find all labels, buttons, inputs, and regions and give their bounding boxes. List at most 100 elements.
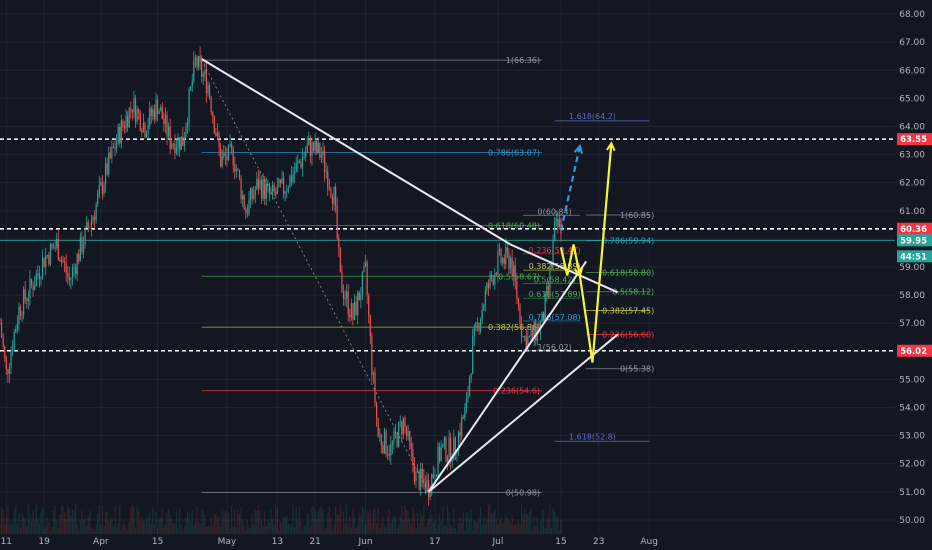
candle-body [54,247,56,249]
volume-bar [470,509,472,534]
candle-body [479,320,482,332]
candle-body [152,109,154,117]
volume-bar [238,513,241,534]
volume-bar [429,510,431,534]
volume-bar [366,511,368,534]
price-tick-label: 66.00 [899,66,925,76]
volume-bar [461,522,463,534]
candle-body [84,227,86,246]
candle-body [264,178,266,199]
volume-bar [459,518,461,534]
candle-body [453,437,455,461]
candle-body [108,152,110,175]
projection-path [578,143,613,363]
candle-body [123,126,126,129]
candle-body [368,295,370,316]
candle-body [502,258,504,263]
candle-body [379,434,381,437]
time-tick-label: Jul [491,537,503,547]
candle-body [355,301,357,316]
volume-bar [407,511,409,534]
fib-main-label: 1(66.36) [506,56,540,65]
volume-bar [111,516,113,534]
candle-body [104,163,107,185]
volume-bar [473,520,475,534]
volume-bar [120,528,122,534]
candle-body [374,372,376,403]
candle-body [531,329,534,338]
volume-bar [251,513,253,534]
volume-bar [335,506,337,534]
volume-bar [472,529,474,534]
volume-bar [79,519,81,534]
volume-bar [237,508,239,534]
volume-bar [431,515,433,534]
volume-bar [341,529,343,534]
volume-bar [456,529,458,534]
candle-body [503,258,505,264]
volume-bar [287,523,289,534]
candle-body [308,137,310,146]
candle-body [305,152,307,157]
candle-body [257,178,260,189]
candle-body [558,219,560,227]
volume-bar [123,524,126,534]
volume-bar [196,506,198,534]
price-tick-label: 67.00 [899,38,925,48]
volume-bar [197,521,200,534]
candle-body [245,208,247,214]
time-tick-label: 23 [593,537,604,547]
volume-bar [311,507,313,534]
volume-bar [306,513,308,534]
candle-body [487,283,490,288]
volume-bar [262,525,264,534]
candle-body [89,227,91,229]
candle-body [100,182,102,186]
volume-bar [275,505,277,534]
volume-bar [369,509,371,534]
fib-inner-label: 1(56.02) [538,343,572,352]
volume-bar [76,525,78,534]
candle-body [461,417,463,437]
candle-body [57,239,59,260]
candle-body [251,188,253,199]
candle-body [546,286,548,295]
candle-body [149,108,151,126]
volume-bar [270,509,272,534]
candle-body [524,335,526,337]
volume-bar [391,517,393,534]
fib-inner-label: 0.5(58.42) [534,275,576,284]
volume-bar [191,509,193,534]
candle-body [454,437,456,453]
candle-body [320,155,323,158]
candle-body [366,262,368,296]
volume-bar [27,504,29,534]
volume-bar [144,521,146,534]
candle-body [516,281,518,299]
volume-bar [492,512,494,534]
candle-body [109,152,111,159]
volume-bar [210,517,212,534]
volume-bar [169,514,171,534]
volume-bar [509,522,512,534]
volume-bar [328,506,330,534]
volume-bar [478,516,480,534]
volume-bar [560,520,562,534]
candle-body [451,460,453,462]
volume-bar [78,529,80,534]
volume-bar [327,513,329,534]
candle-body [139,112,141,131]
volume-bar [73,511,75,534]
fib-main-label: 0.382(56.86) [488,323,540,332]
candle-body [125,115,127,129]
volume-bar [432,522,434,534]
candle-body [527,336,529,350]
volume-bar [87,516,89,534]
volume-bar [294,526,296,534]
volume-bar [409,519,411,534]
volume-bar [462,512,464,534]
volume-bar [454,528,456,534]
volume-bar [415,529,417,534]
volume-bar [450,524,452,534]
